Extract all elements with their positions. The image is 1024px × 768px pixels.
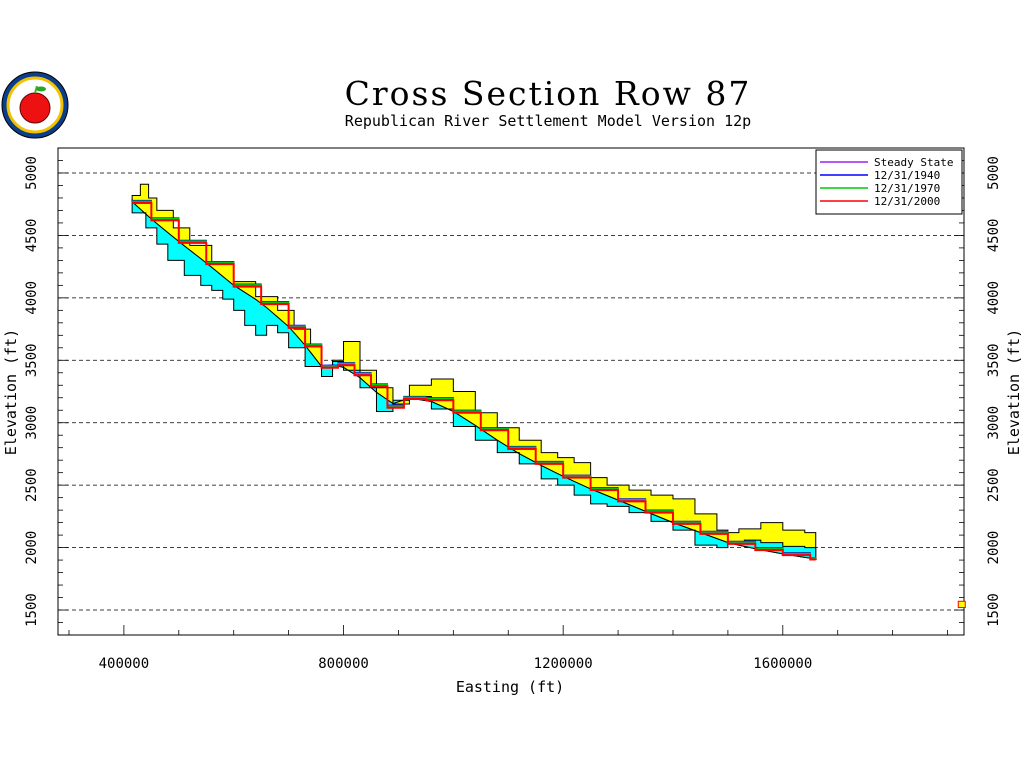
y-tick-label-left: 2000 xyxy=(24,531,40,565)
x-tick-label: 400000 xyxy=(99,656,150,672)
series-line-steady-state xyxy=(132,201,817,559)
y-tick-label-right: 3000 xyxy=(986,406,1002,440)
y-axis-label-right: Elevation (ft) xyxy=(1005,329,1023,455)
y-tick-label-left: 1500 xyxy=(24,593,40,627)
y-tick-label-left: 4500 xyxy=(24,219,40,253)
isolated-cell xyxy=(957,600,966,609)
land-surface-fill xyxy=(131,183,817,560)
y-tick-label-left: 2500 xyxy=(24,468,40,502)
y-tick-labels-left: 1500 2000 2500 3000 3500 4000 4500 5000 xyxy=(24,156,40,627)
x-axis-label: Easting (ft) xyxy=(456,678,564,696)
y-tick-label-left: 4000 xyxy=(24,281,40,315)
series-line-1970 xyxy=(132,200,817,559)
y-tick-label-left: 3500 xyxy=(24,343,40,377)
y-tick-label-right: 2500 xyxy=(986,468,1002,502)
legend-label-1970: 12/31/1970 xyxy=(874,182,940,195)
legend-label-steady-state: Steady State xyxy=(874,156,953,169)
aquifer-fill xyxy=(131,199,817,560)
legend: Steady State 12/31/1940 12/31/1970 12/31… xyxy=(815,149,963,215)
plot-area xyxy=(57,147,965,636)
chart-subtitle: Republican River Settlement Model Versio… xyxy=(345,112,751,130)
legend-label-2000: 12/31/2000 xyxy=(874,195,940,208)
section-fills xyxy=(131,183,966,609)
series-line-2000 xyxy=(132,201,817,561)
minor-ticks xyxy=(58,147,964,636)
x-tick-labels: 400000 800000 1200000 1600000 xyxy=(99,656,813,672)
y-axis-label-left: Elevation (ft) xyxy=(2,329,20,455)
y-tick-label-right: 4000 xyxy=(986,281,1002,315)
legend-label-1940: 12/31/1940 xyxy=(874,169,940,182)
y-tick-label-right: 4500 xyxy=(986,219,1002,253)
chart-title: Cross Section Row 87 xyxy=(345,74,752,113)
x-tick-label: 800000 xyxy=(318,656,369,672)
y-tick-label-right: 5000 xyxy=(986,156,1002,190)
x-tick-label: 1200000 xyxy=(534,656,593,672)
y-tick-labels-right: 1500 2000 2500 3000 3500 4000 4500 5000 xyxy=(986,156,1002,627)
x-tick-label: 1600000 xyxy=(753,656,812,672)
grid-lines xyxy=(58,172,964,611)
series-lines xyxy=(132,199,817,561)
y-tick-label-right: 2000 xyxy=(986,531,1002,565)
series-line-1940 xyxy=(132,199,817,559)
y-tick-label-left: 5000 xyxy=(24,156,40,190)
seal-logo xyxy=(1,71,69,139)
y-tick-label-right: 1500 xyxy=(986,593,1002,627)
y-tick-label-right: 3500 xyxy=(986,343,1002,377)
y-tick-label-left: 3000 xyxy=(24,406,40,440)
